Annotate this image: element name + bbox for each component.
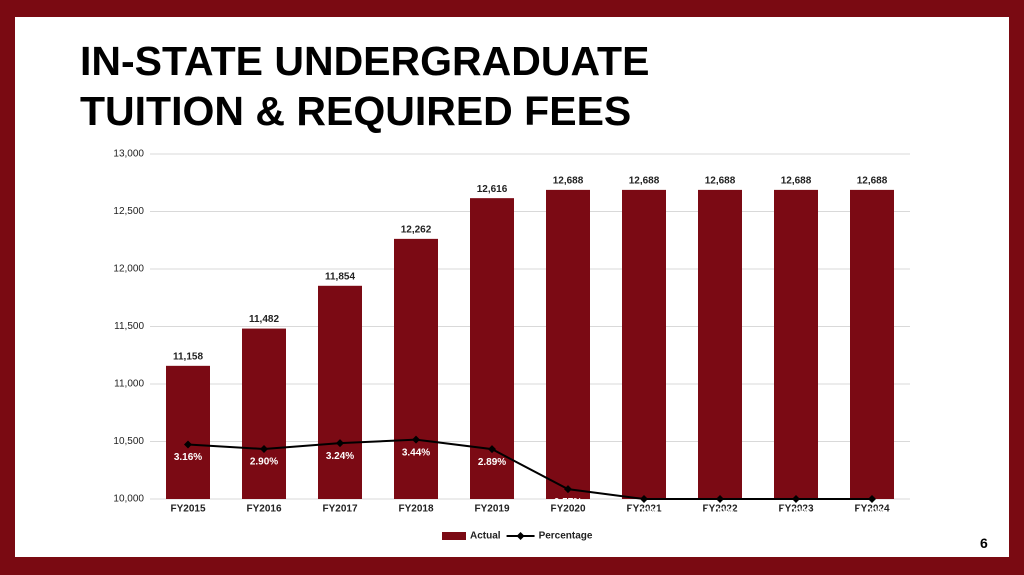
- bar: [774, 189, 818, 499]
- x-tick-label: FY2019: [474, 504, 509, 515]
- bar: [698, 189, 742, 499]
- bar: [850, 189, 894, 499]
- line-marker: [716, 495, 724, 503]
- slide-title: IN-STATE UNDERGRADUATE TUITION & REQUIRE…: [80, 38, 650, 134]
- x-tick-label: FY2023: [778, 504, 813, 515]
- y-tick-label: 10,500: [113, 436, 144, 447]
- bar-value-label: 12,688: [857, 176, 888, 187]
- line-value-label: 0.00%: [630, 507, 658, 518]
- bar-value-label: 11,158: [173, 351, 203, 362]
- legend-marker: [516, 532, 525, 540]
- y-tick-label: 13,000: [113, 149, 144, 160]
- line-marker: [412, 435, 420, 444]
- bar-value-label: 11,482: [249, 314, 279, 325]
- bar: [394, 238, 438, 499]
- page-number: 6: [980, 535, 988, 551]
- x-tick-label: FY2024: [854, 504, 889, 515]
- legend-swatch: [442, 532, 466, 540]
- x-tick-label: FY2022: [702, 504, 737, 515]
- x-tick-label: FY2016: [246, 504, 281, 515]
- line-value-label: 3.16%: [174, 452, 202, 463]
- x-tick-label: FY2017: [322, 504, 357, 515]
- line-marker: [260, 444, 268, 453]
- line-marker: [184, 440, 192, 449]
- line-value-label: 2.89%: [478, 457, 506, 468]
- line-marker: [868, 495, 876, 503]
- line-value-label: 0.00%: [782, 507, 810, 518]
- x-tick-label: FY2015: [170, 504, 205, 515]
- line-marker: [792, 495, 800, 503]
- line-value-label: 3.44%: [402, 447, 430, 458]
- bar-value-label: 12,688: [553, 176, 584, 187]
- y-tick-label: 12,000: [113, 264, 144, 275]
- x-tick-label: FY2018: [398, 504, 433, 515]
- bar-value-label: 12,688: [705, 176, 736, 187]
- line-value-label: 0.00%: [706, 507, 734, 518]
- bar: [622, 189, 666, 499]
- line-marker: [488, 445, 496, 454]
- line-value-label: 2.90%: [250, 457, 278, 468]
- legend-label: Percentage: [539, 531, 593, 542]
- x-tick-label: FY2020: [550, 504, 585, 515]
- bar: [318, 285, 362, 499]
- bar-value-label: 12,688: [781, 176, 812, 187]
- line-marker: [564, 485, 572, 494]
- line-value-label: 3.24%: [326, 451, 354, 462]
- line-value-label: 0.00%: [858, 507, 886, 518]
- line-marker: [640, 495, 648, 503]
- line: [187, 438, 872, 500]
- bar-value-label: 11,854: [325, 271, 355, 282]
- bar: [546, 189, 590, 499]
- bar: [242, 328, 286, 499]
- y-tick-label: 11,000: [114, 379, 144, 390]
- legend-label: Actual: [470, 531, 501, 542]
- y-tick-label: 11,500: [114, 321, 144, 332]
- line-marker: [336, 439, 344, 448]
- x-tick-label: FY2021: [626, 504, 661, 515]
- bar-value-label: 12,616: [477, 184, 508, 195]
- bar: [470, 198, 514, 499]
- y-tick-label: 12,500: [113, 206, 144, 217]
- bar-value-label: 12,688: [629, 176, 660, 187]
- bar: [166, 365, 210, 499]
- y-tick-label: 10,000: [113, 494, 144, 505]
- line-value-label: 0.57%: [554, 497, 582, 508]
- bar-value-label: 12,262: [401, 225, 432, 236]
